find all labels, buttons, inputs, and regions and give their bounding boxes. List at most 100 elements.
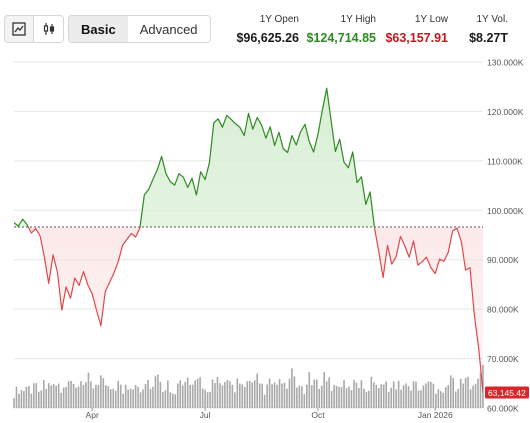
volume-bar bbox=[62, 387, 65, 408]
volume-bar bbox=[437, 389, 440, 408]
volume-bar bbox=[236, 378, 239, 408]
volume-bar bbox=[464, 377, 467, 408]
volume-bar bbox=[368, 390, 370, 408]
volume-bar bbox=[57, 383, 60, 408]
y-tick-label: 120.000K bbox=[487, 107, 524, 117]
volume-bar bbox=[109, 389, 112, 408]
volume-bar bbox=[392, 381, 395, 408]
volume-bar bbox=[325, 381, 328, 408]
volume-bar bbox=[293, 376, 296, 408]
volume-bar bbox=[105, 385, 107, 408]
area-fill-above-open bbox=[14, 88, 375, 227]
volume-bar bbox=[345, 388, 348, 408]
volume-bar bbox=[402, 385, 405, 408]
volume-bar bbox=[142, 389, 144, 408]
volume-bar bbox=[35, 383, 38, 408]
candlestick-button[interactable] bbox=[34, 15, 64, 43]
volume-bar bbox=[365, 391, 368, 408]
volume-bar bbox=[114, 390, 117, 408]
volume-bar bbox=[251, 382, 254, 408]
volume-bar bbox=[199, 377, 201, 408]
stat-label: 1Y High bbox=[340, 14, 376, 25]
volume-bar bbox=[80, 381, 82, 408]
volume-bar bbox=[119, 384, 122, 408]
volume-bar bbox=[147, 380, 149, 408]
volume-bar bbox=[194, 380, 196, 408]
volume-bar bbox=[335, 385, 338, 408]
chart-mode-toggle: Basic Advanced bbox=[68, 15, 211, 43]
volume-bar bbox=[258, 383, 261, 408]
volume-bar bbox=[474, 383, 477, 408]
volume-bar bbox=[417, 390, 420, 408]
volume-bar bbox=[234, 392, 236, 408]
volume-bar bbox=[102, 378, 105, 408]
basic-mode-button[interactable]: Basic bbox=[69, 16, 128, 42]
volume-bar bbox=[353, 380, 355, 408]
volume-bar bbox=[55, 385, 57, 408]
volume-bar bbox=[373, 382, 375, 408]
volume-bar bbox=[385, 381, 388, 408]
stat-1y-low: 1Y Low $63,157.91 bbox=[380, 14, 448, 45]
volume-bar bbox=[382, 384, 385, 408]
volume-bar bbox=[72, 383, 75, 408]
volume-bar bbox=[224, 382, 226, 408]
area-chart-button[interactable] bbox=[4, 15, 34, 43]
volume-bar bbox=[95, 384, 97, 408]
volume-bar bbox=[87, 372, 90, 408]
volume-bar bbox=[229, 381, 231, 408]
volume-bar bbox=[444, 387, 447, 408]
volume-bar bbox=[122, 393, 124, 408]
volume-bar bbox=[320, 385, 323, 408]
stat-1y-volume: 1Y Vol. $8.27T bbox=[460, 14, 508, 45]
volume-bar bbox=[477, 378, 479, 408]
volume-bar bbox=[162, 392, 164, 408]
area-chart-icon bbox=[12, 22, 26, 36]
x-tick-label: Apr bbox=[86, 410, 99, 420]
volume-bar bbox=[271, 384, 273, 408]
volume-bar bbox=[90, 381, 92, 408]
volume-bar bbox=[196, 378, 199, 408]
volume-bar bbox=[313, 379, 316, 408]
volume-bar bbox=[330, 390, 333, 408]
volume-bar bbox=[243, 386, 246, 408]
y-tick-label: 100.000K bbox=[487, 206, 524, 216]
volume-bar bbox=[425, 383, 427, 408]
volume-bar bbox=[231, 384, 234, 408]
volume-bar bbox=[397, 380, 400, 408]
volume-bar bbox=[377, 388, 380, 408]
advanced-mode-button[interactable]: Advanced bbox=[127, 16, 210, 42]
volume-bar bbox=[174, 394, 177, 408]
volume-bar bbox=[283, 382, 286, 408]
volume-bar bbox=[50, 385, 53, 408]
volume-bar bbox=[15, 386, 18, 408]
volume-bar bbox=[65, 386, 67, 408]
volume-bar bbox=[25, 386, 28, 408]
volume-bar bbox=[286, 388, 288, 408]
stat-label: 1Y Open bbox=[259, 14, 299, 25]
volume-bar bbox=[405, 383, 407, 408]
volume-bar bbox=[117, 380, 120, 408]
volume-bar bbox=[412, 381, 415, 408]
volume-bar bbox=[380, 384, 383, 408]
price-line-above-open bbox=[14, 87, 375, 227]
volume-bar bbox=[363, 388, 365, 408]
volume-bar bbox=[23, 391, 25, 408]
volume-bar bbox=[45, 388, 48, 408]
y-tick-label: 130.000K bbox=[487, 58, 524, 68]
volume-bar bbox=[191, 384, 194, 408]
volume-bar bbox=[288, 378, 291, 408]
volume-bar bbox=[291, 368, 293, 408]
volume-bar bbox=[457, 388, 459, 408]
volume-bar bbox=[112, 388, 115, 408]
volume-bar bbox=[323, 371, 325, 408]
volume-bar bbox=[184, 381, 187, 408]
volume-bar bbox=[268, 378, 271, 408]
volume-bar bbox=[472, 385, 474, 408]
volume-bar bbox=[278, 379, 281, 408]
volume-bar bbox=[204, 389, 206, 408]
volume-bar bbox=[348, 386, 350, 408]
volume-bar bbox=[77, 386, 80, 408]
stat-value: $63,157.91 bbox=[385, 31, 448, 45]
volume-bar bbox=[219, 383, 221, 408]
